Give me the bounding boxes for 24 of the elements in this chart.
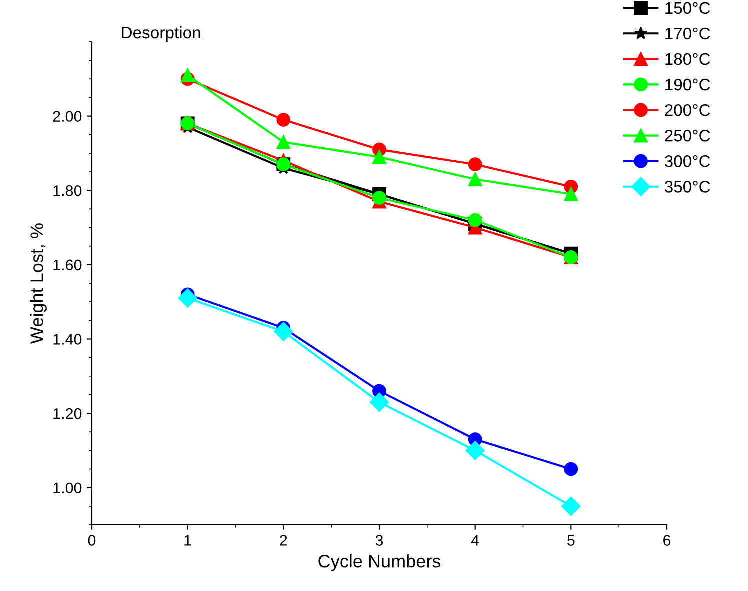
chart-title: Desorption	[122, 26, 200, 42]
legend-label: 170°C	[666, 28, 710, 40]
x-tick-label: 5	[568, 535, 575, 546]
y-tick-label: 1.00	[54, 482, 82, 494]
legend-label: 200°C	[665, 104, 710, 116]
x-tick-label: 1	[184, 535, 192, 546]
y-tick-label: 1.40	[54, 334, 82, 345]
x-axis-title: Cycle Numbers	[318, 554, 441, 572]
y-tick-label: 2.00	[53, 111, 82, 122]
y-tick-label: 1.60	[54, 260, 82, 271]
x-tick-label: 0	[88, 535, 96, 546]
x-tick-label: 3	[376, 535, 384, 546]
legend-label: 350°C	[664, 181, 710, 193]
x-tick-label: 4	[471, 535, 480, 546]
legend-label: 180°C	[666, 53, 710, 66]
x-tick-label: 2	[280, 535, 288, 546]
y-axis-title: Weight Lost, %	[30, 224, 47, 344]
x-tick-label: 6	[664, 535, 671, 546]
legend-label: 150°C	[666, 2, 710, 14]
y-tick-label: 1.80	[54, 185, 82, 196]
legend-label: 250°C	[665, 130, 710, 142]
y-tick-label: 1.20	[54, 408, 82, 420]
legend-label: 190°C	[666, 78, 710, 91]
legend-label: 300°C	[664, 156, 710, 168]
